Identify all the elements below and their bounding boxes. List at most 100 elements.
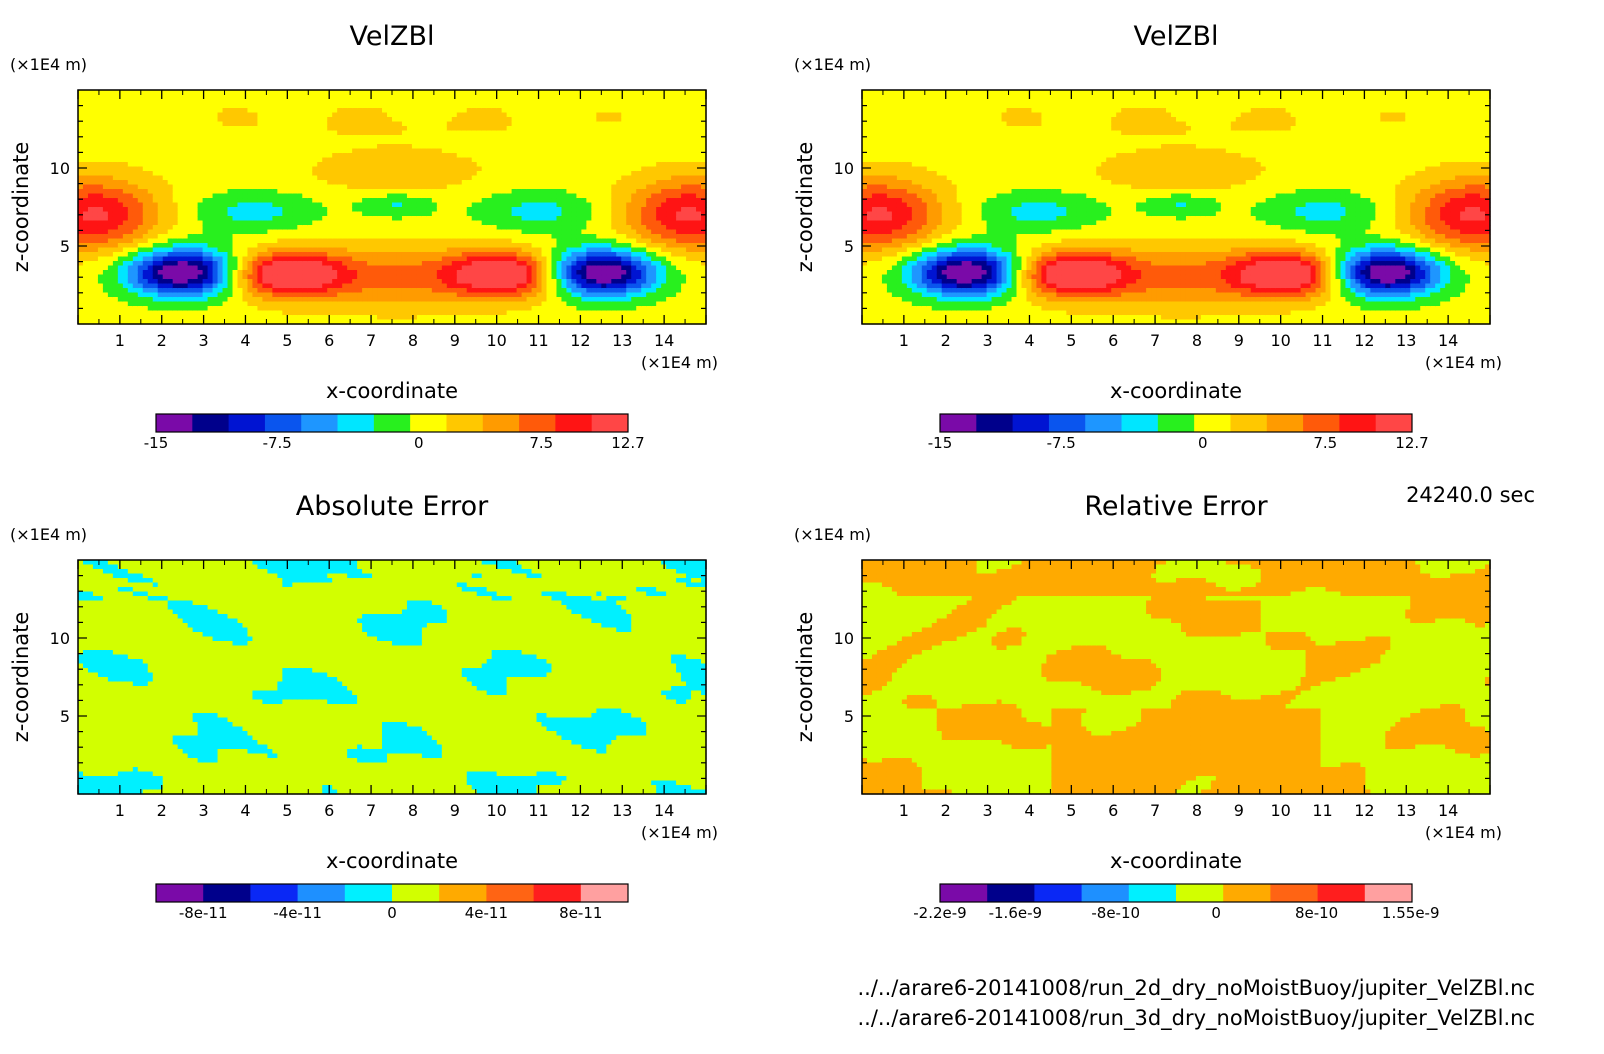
heatmap-cell [312, 301, 318, 307]
heatmap-cell [82, 283, 89, 289]
heatmap-cell [202, 90, 209, 96]
heatmap-cell [282, 202, 288, 208]
heatmap-cell [416, 301, 423, 307]
heatmap-cell [132, 301, 139, 307]
heatmap-cell [132, 171, 139, 177]
heatmap-cell [491, 198, 498, 204]
heatmap-cell [117, 126, 124, 132]
heatmap-cell [137, 306, 144, 312]
heatmap-cell [511, 108, 518, 114]
heatmap-cell [277, 211, 283, 217]
heatmap-cell [257, 139, 264, 145]
heatmap-cell [282, 265, 288, 271]
heatmap-cell [531, 216, 538, 222]
heatmap-cell [232, 103, 239, 109]
heatmap-cell [526, 99, 533, 105]
heatmap-cell [342, 216, 348, 222]
heatmap-cell [78, 193, 84, 199]
heatmap-cell [426, 139, 433, 145]
heatmap-cell [456, 288, 463, 294]
heatmap-cell [531, 225, 538, 231]
heatmap-cell [392, 306, 398, 312]
heatmap-cell [327, 144, 333, 150]
heatmap-cell [182, 220, 189, 226]
heatmap-cell [172, 139, 179, 145]
heatmap-cell [441, 193, 448, 199]
heatmap-cell [78, 171, 84, 177]
heatmap-cell [127, 175, 134, 181]
heatmap-cell [292, 103, 298, 109]
heatmap-cell [282, 297, 288, 303]
heatmap-cell [287, 162, 293, 168]
heatmap-cell [476, 216, 483, 222]
heatmap-cell [192, 157, 199, 163]
heatmap-cell [192, 292, 199, 298]
heatmap-cell [536, 270, 543, 276]
heatmap-cell [436, 112, 443, 118]
heatmap-cell [337, 148, 343, 154]
heatmap-cell [476, 297, 483, 303]
heatmap-cell [182, 225, 189, 231]
heatmap-cell [521, 126, 528, 132]
heatmap-cell [551, 166, 558, 172]
heatmap-cell [536, 139, 543, 145]
heatmap-cell [257, 130, 264, 136]
heatmap-cell [312, 184, 318, 190]
heatmap-cell [337, 225, 343, 231]
heatmap-cell [307, 256, 313, 262]
heatmap-cell [187, 220, 194, 226]
heatmap-cell [481, 310, 488, 316]
heatmap-cell [406, 184, 413, 190]
heatmap-cell [262, 108, 268, 114]
heatmap-cell [202, 252, 209, 258]
heatmap-cell [476, 117, 483, 123]
heatmap-cell [317, 175, 323, 181]
heatmap-cell [406, 90, 413, 96]
heatmap-cell [426, 108, 433, 114]
heatmap-cell [237, 310, 244, 316]
heatmap-cell [262, 189, 268, 195]
heatmap-cell [142, 234, 149, 240]
heatmap-cell [277, 243, 283, 249]
heatmap-cell [82, 265, 89, 271]
heatmap-cell [387, 225, 393, 231]
heatmap-cell [172, 148, 179, 154]
heatmap-cell [486, 103, 493, 109]
heatmap-cell [262, 148, 268, 154]
heatmap-cell [511, 265, 518, 271]
heatmap-cell [546, 297, 553, 303]
heatmap-cell [102, 270, 109, 276]
heatmap-cell [242, 148, 249, 154]
heatmap-cell [232, 144, 239, 150]
heatmap-cell [292, 193, 298, 199]
heatmap-cell [456, 211, 463, 217]
heatmap-cell [277, 148, 283, 154]
heatmap-cell [267, 207, 273, 213]
heatmap-cell [162, 148, 169, 154]
heatmap-cell [107, 315, 114, 321]
heatmap-cell [486, 117, 493, 123]
heatmap-cell [202, 225, 209, 231]
heatmap-cell [506, 130, 513, 136]
heatmap-cell [272, 162, 278, 168]
heatmap-cell [277, 153, 283, 159]
heatmap-cell [526, 207, 533, 213]
heatmap-cell [122, 144, 129, 150]
heatmap-cell [382, 216, 388, 222]
heatmap-cell [137, 157, 144, 163]
heatmap-cell [491, 175, 498, 181]
heatmap-cell [207, 108, 214, 114]
heatmap-cell [531, 94, 538, 100]
heatmap-cell [337, 144, 343, 150]
heatmap-cell [237, 234, 244, 240]
heatmap-cell [187, 189, 194, 195]
heatmap-cell [127, 99, 134, 105]
heatmap-cell [147, 148, 154, 154]
heatmap-cell [451, 220, 458, 226]
heatmap-cell [207, 288, 214, 294]
heatmap-cell [287, 193, 293, 199]
heatmap-cell [441, 144, 448, 150]
heatmap-cell [411, 279, 418, 285]
heatmap-cell [182, 144, 189, 150]
heatmap-cell [451, 153, 458, 159]
